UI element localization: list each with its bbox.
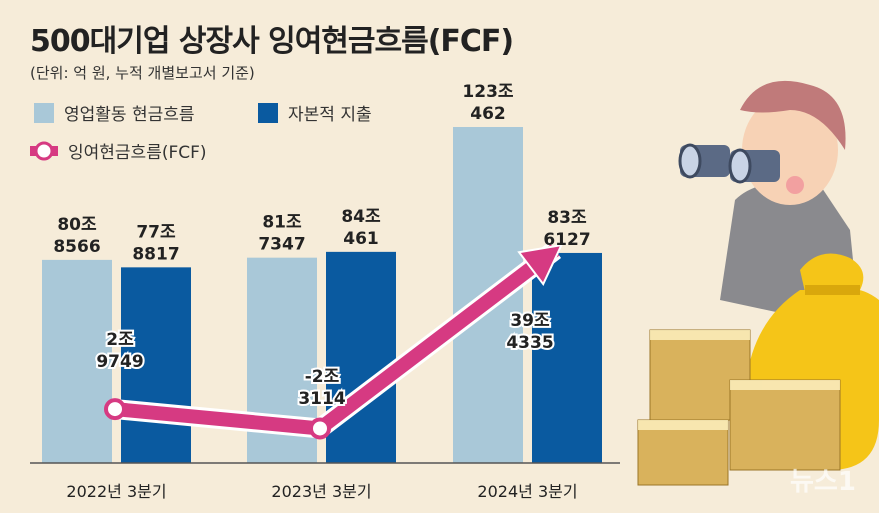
bar-label-0-0-1: 8566 — [53, 237, 100, 257]
bar-label-1-2-1: 6127 — [543, 230, 590, 250]
legend-swatch-operating — [34, 102, 54, 123]
chart-subtitle: (단위: 억 원, 누적 개별보고서 기준) — [30, 64, 255, 82]
binoculars-icon — [678, 143, 780, 184]
bar-capex-0 — [121, 267, 191, 463]
bar-label-0-1-1: 7347 — [258, 235, 305, 255]
fcf-point-0 — [104, 398, 126, 421]
legend-marker-fcf — [30, 141, 58, 160]
fcf-label-1-1: 3114 — [298, 389, 345, 409]
fcf-label-0-0: 2조 — [106, 330, 134, 350]
bar-capex-2 — [532, 252, 602, 463]
bar-capex-1 — [326, 251, 396, 463]
x-tick-label-2: 2024년 3분기 — [477, 482, 577, 501]
person-hair — [740, 80, 846, 150]
bar-label-0-2-1: 462 — [470, 104, 506, 124]
fcf-label-0-1: 9749 — [96, 352, 143, 372]
fcf-point-1 — [309, 417, 331, 440]
bar-operating-0 — [42, 259, 112, 463]
fcf-label-1-0: -2조 — [305, 367, 340, 387]
x-tick-label-0: 2022년 3분기 — [66, 482, 166, 501]
legend-label-capex: 자본적 지출 — [288, 105, 372, 125]
bar-label-0-2-0: 123조 — [462, 82, 513, 102]
bar-label-1-0-0: 77조 — [136, 222, 176, 242]
legend-label-fcf: 잉여현금흐름(FCF) — [68, 143, 207, 163]
chart-title: 500대기업 상장사 잉여현금흐름(FCF) — [30, 24, 514, 59]
legend-swatch-capex — [258, 102, 278, 123]
bar-label-1-0-1: 8817 — [132, 244, 179, 264]
bar-label-1-1-1: 461 — [343, 229, 379, 249]
illustration: 뉴스1 — [637, 80, 879, 497]
person-cheek — [786, 176, 804, 194]
bar-label-0-1-0: 81조 — [262, 213, 302, 233]
legend-item-capex: 자본적 지출 — [258, 100, 372, 125]
money-stacks-icon — [637, 329, 841, 486]
x-tick-label-1: 2023년 3분기 — [271, 482, 371, 501]
watermark: 뉴스1 — [790, 467, 856, 497]
bar-label-1-2-0: 83조 — [547, 208, 587, 228]
legend-item-fcf: 잉여현금흐름(FCF) — [30, 138, 207, 163]
fcf-label-2-0: 39조 — [510, 311, 550, 331]
bar-label-0-0-0: 80조 — [57, 215, 97, 235]
fcf-label-2-1: 4335 — [506, 333, 553, 353]
legend-item-operating: 영업활동 현금흐름 — [34, 100, 195, 125]
fcf-arrowhead — [517, 243, 564, 286]
bar-label-1-1-0: 84조 — [341, 207, 381, 227]
legend-label-operating: 영업활동 현금흐름 — [64, 105, 195, 125]
